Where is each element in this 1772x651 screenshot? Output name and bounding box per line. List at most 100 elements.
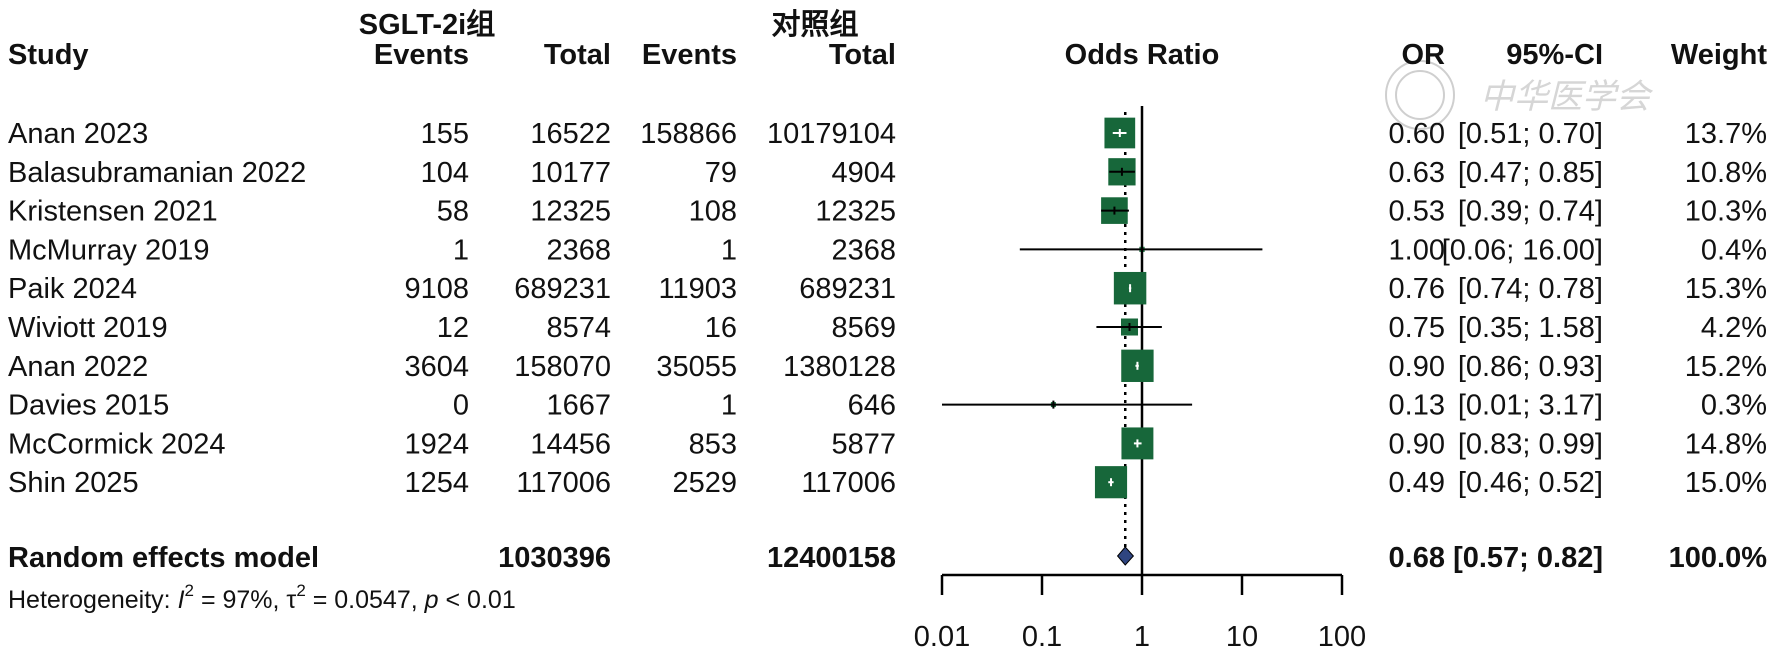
events2-header: Events — [642, 39, 737, 71]
cell-ci: [0.86; 0.93] — [1458, 351, 1603, 383]
x-tick-label: 1 — [1134, 621, 1150, 651]
cell-ci: [0.39; 0.74] — [1458, 196, 1603, 228]
pooled-label: Random effects model — [8, 542, 319, 574]
cell-events1: 155 — [421, 118, 469, 150]
cell-study: Paik 2024 — [8, 273, 137, 305]
cell-events2: 158866 — [640, 118, 737, 150]
cell-or: 0.13 — [1389, 390, 1445, 422]
cell-study: Anan 2023 — [8, 118, 148, 150]
cell-weight: 15.0% — [1685, 467, 1767, 499]
cell-weight: 13.7% — [1685, 118, 1767, 150]
cell-study: Kristensen 2021 — [8, 196, 218, 228]
weight-header: Weight — [1671, 39, 1767, 71]
het-p: < 0.01 — [446, 586, 516, 614]
cell-events2: 16 — [705, 312, 737, 344]
total2-header: Total — [829, 39, 896, 71]
cell-ci: [0.06; 16.00] — [1442, 234, 1603, 266]
cell-total2: 12325 — [815, 196, 896, 228]
pooled-total2: 12400158 — [767, 542, 896, 574]
cell-events2: 853 — [689, 428, 737, 460]
pooled-ci: [0.57; 0.82] — [1453, 542, 1603, 574]
watermark-text: 中华医学会 — [1480, 77, 1654, 117]
cell-total1: 2368 — [546, 234, 611, 266]
pooled-total1: 1030396 — [498, 542, 611, 574]
cell-or: 1.00 — [1389, 234, 1445, 266]
cell-weight: 15.2% — [1685, 351, 1767, 383]
pooled-diamond — [1116, 546, 1135, 566]
cell-total2: 646 — [848, 390, 896, 422]
het-label: Heterogeneity: — [8, 586, 171, 614]
watermark-logo: 中华医学会 — [1385, 60, 1654, 130]
cell-total1: 16522 — [530, 118, 611, 150]
cell-or: 0.49 — [1389, 467, 1445, 499]
cell-study: McCormick 2024 — [8, 428, 226, 460]
cell-events1: 58 — [437, 196, 469, 228]
table-row: Shin 2025 1254 117006 2529 117006 0.49 [0.46; … — [8, 467, 1767, 499]
or-header: OR — [1402, 39, 1446, 71]
cell-weight: 10.8% — [1685, 157, 1767, 189]
het-tau2: = 0.0547, — [313, 586, 418, 614]
study-header: Study — [8, 39, 89, 71]
group1-header: SGLT-2i组 — [359, 7, 495, 41]
cell-total2: 1380128 — [783, 351, 896, 383]
cell-total1: 1667 — [546, 390, 611, 422]
cell-events1: 3604 — [404, 351, 469, 383]
pooled-or: 0.68 — [1389, 542, 1445, 574]
table-row: McCormick 2024 1924 14456 853 5877 0.90 [0.83;… — [8, 428, 1767, 460]
cell-total1: 117006 — [516, 467, 611, 499]
cell-events2: 11903 — [659, 273, 738, 305]
x-tick-label: 0.01 — [914, 621, 970, 651]
cell-weight: 0.4% — [1701, 234, 1767, 266]
cell-or: 0.76 — [1389, 273, 1445, 305]
cell-weight: 4.2% — [1701, 312, 1767, 344]
cell-or: 0.75 — [1389, 312, 1445, 344]
group2-header: 对照组 — [771, 7, 858, 41]
cell-weight: 14.8% — [1685, 428, 1767, 460]
cell-ci: [0.51; 0.70] — [1458, 118, 1603, 150]
x-tick-label: 0.1 — [1022, 621, 1062, 651]
cell-or: 0.90 — [1389, 428, 1445, 460]
events1-header: Events — [374, 39, 469, 71]
x-tick-label: 100 — [1318, 621, 1366, 651]
cell-events1: 0 — [453, 390, 469, 422]
cell-ci: [0.35; 1.58] — [1458, 312, 1603, 344]
odds-ratio-header: Odds Ratio — [1065, 39, 1220, 71]
cell-study: Wiviott 2019 — [8, 312, 168, 344]
cell-events2: 35055 — [656, 351, 737, 383]
cell-weight: 0.3% — [1701, 390, 1767, 422]
cell-study: Balasubramanian 2022 — [8, 157, 306, 189]
cell-total2: 8569 — [831, 312, 896, 344]
table-row: Anan 2023 155 16522 158866 10179104 0.60 [0.51… — [8, 118, 1767, 150]
cell-weight: 10.3% — [1685, 196, 1767, 228]
cell-events1: 104 — [421, 157, 469, 189]
cell-events2: 79 — [705, 157, 737, 189]
table-row: Anan 2022 3604 158070 35055 1380128 0.90 [0.86… — [8, 351, 1767, 383]
het-p-symbol: p — [424, 586, 439, 614]
cell-events1: 1924 — [404, 428, 469, 460]
cell-or: 0.63 — [1389, 157, 1445, 189]
cell-or: 0.60 — [1389, 118, 1445, 150]
table-row: McMurray 2019 1 2368 1 2368 1.00[0.06; 16.00]… — [8, 234, 1767, 266]
forest-marks: 0.01 0.1 1 10 100 — [914, 106, 1366, 651]
table-row: Kristensen 2021 58 12325 108 12325 0.53 [0.39;… — [8, 196, 1767, 228]
het-i2: = 97%, — [201, 586, 280, 614]
cell-total2: 117006 — [801, 467, 896, 499]
cell-events2: 1 — [721, 390, 737, 422]
cell-total1: 10177 — [530, 157, 611, 189]
total1-header: Total — [544, 39, 611, 71]
cell-total1: 689231 — [514, 273, 611, 305]
table-row: Wiviott 2019 12 8574 16 8569 0.75 [0.35; 1.58]… — [8, 312, 1767, 344]
het-tau-symbol: τ — [286, 586, 296, 614]
cell-total2: 10179104 — [767, 118, 896, 150]
cell-total2: 4904 — [831, 157, 896, 189]
cell-study: Davies 2015 — [8, 390, 169, 422]
cell-total2: 5877 — [831, 428, 896, 460]
study-rows: Anan 2023 155 16522 158866 10179104 0.60 [0.51… — [8, 118, 1767, 499]
cell-total1: 8574 — [546, 312, 611, 344]
cell-study: Shin 2025 — [8, 467, 139, 499]
x-tick-label: 10 — [1226, 621, 1258, 651]
heterogeneity-text: Heterogeneity: I2 = 97%, τ2 = 0.0547, p … — [8, 581, 516, 614]
cell-events1: 1 — [453, 234, 469, 266]
cell-events2: 2529 — [672, 467, 737, 499]
